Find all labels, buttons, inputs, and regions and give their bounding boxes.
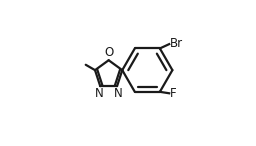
Text: N: N [113, 87, 122, 100]
Text: O: O [104, 46, 113, 59]
Text: Br: Br [170, 37, 184, 50]
Text: F: F [170, 87, 177, 100]
Text: N: N [95, 87, 104, 100]
